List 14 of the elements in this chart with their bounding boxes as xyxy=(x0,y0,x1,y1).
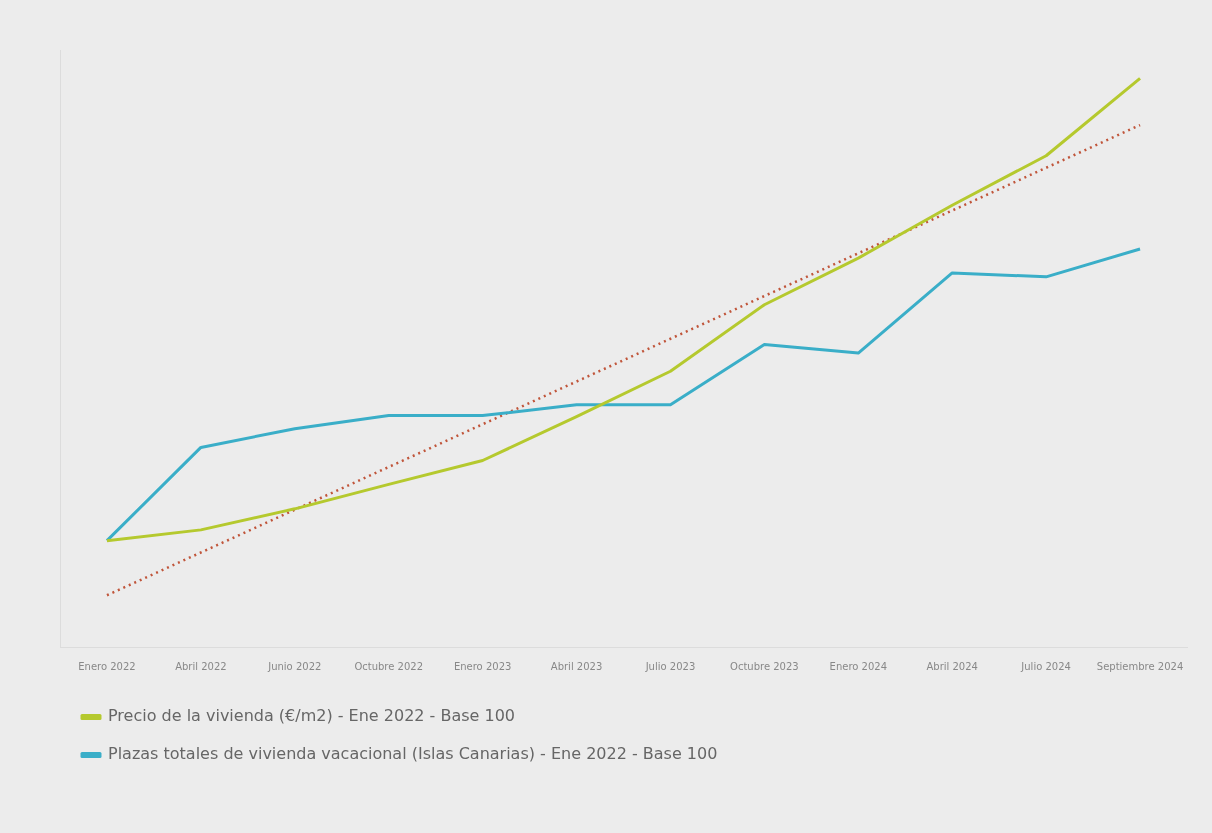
x-tick-label: Junio 2022 xyxy=(267,660,322,672)
legend-label: Plazas totales de vivienda vacacional (Islas Canarias) - Ene 2022 - Base 100 xyxy=(108,744,718,764)
x-tick-label: Octubre 2023 xyxy=(730,660,799,672)
x-tick-label: Julio 2023 xyxy=(644,660,696,672)
x-tick-label: Abril 2022 xyxy=(175,660,227,672)
x-tick-label: Septiembre 2024 xyxy=(1096,660,1184,672)
x-tick-label: Enero 2024 xyxy=(829,660,888,672)
x-tick-label: Julio 2024 xyxy=(1020,660,1071,672)
x-tick-label: Octubre 2022 xyxy=(354,660,424,672)
x-tick-label: Enero 2022 xyxy=(78,660,136,672)
legend-label: Precio de la vivienda (€/m2) - Ene 2022 - Base 100 xyxy=(108,706,516,726)
x-tick-label: Abril 2024 xyxy=(926,660,978,672)
x-tick-label: Abril 2023 xyxy=(550,660,603,672)
x-tick-label: Enero 2023 xyxy=(453,660,512,672)
